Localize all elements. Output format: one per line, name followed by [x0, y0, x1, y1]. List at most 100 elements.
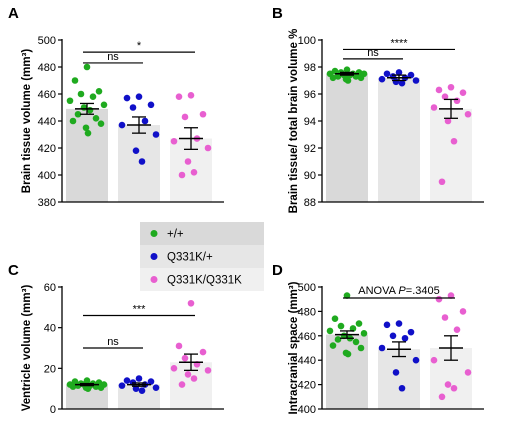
data-point — [152, 384, 160, 391]
data-point — [438, 178, 446, 186]
data-point — [89, 93, 97, 100]
y-tick-label: 400 — [298, 404, 316, 416]
data-point — [69, 117, 77, 125]
data-point — [453, 97, 461, 105]
data-point — [135, 375, 143, 382]
data-point — [334, 73, 342, 80]
data-point — [450, 137, 458, 145]
y-tick-label: 92 — [304, 143, 316, 155]
y-tick-label: 420 — [298, 380, 316, 392]
data-point — [389, 332, 397, 340]
significance-label: ns — [107, 336, 119, 348]
data-point — [450, 384, 458, 392]
panel-letter: C — [8, 262, 19, 279]
data-point — [123, 377, 131, 384]
y-tick-label: 400 — [38, 170, 56, 182]
bar — [326, 73, 368, 202]
data-point — [92, 115, 100, 122]
data-point — [395, 320, 403, 327]
data-point — [392, 369, 400, 376]
data-point — [170, 137, 178, 145]
data-point — [355, 320, 363, 327]
y-tick-label: 440 — [298, 355, 316, 367]
y-tick-label: 0 — [50, 404, 56, 416]
significance-label: **** — [390, 37, 408, 49]
y-tick-label: 40 — [44, 323, 56, 335]
legend-label: Q331K/+ — [167, 252, 213, 264]
data-point — [138, 158, 146, 165]
data-point — [349, 325, 357, 332]
data-point — [441, 93, 449, 100]
data-point — [464, 369, 472, 376]
data-point — [147, 101, 155, 109]
significance-label: *** — [133, 303, 147, 315]
data-point — [178, 381, 186, 388]
data-point — [412, 356, 420, 364]
data-point — [401, 334, 409, 342]
data-point — [175, 342, 183, 350]
data-point — [118, 121, 126, 129]
data-point — [95, 88, 103, 95]
legend-marker — [150, 276, 158, 283]
data-point — [129, 104, 137, 111]
data-point — [187, 299, 195, 307]
data-point — [459, 89, 467, 96]
data-point — [344, 77, 352, 84]
anova-value: =.3405 — [406, 285, 440, 297]
data-point — [344, 350, 352, 358]
y-axis-label: Intracranial space (mm³) — [288, 281, 300, 414]
data-point — [444, 117, 452, 125]
data-point — [334, 336, 342, 343]
legend-label: +/+ — [167, 229, 184, 241]
panel-B: B Brain tissue/ total brain volume % 88 90 9… — [272, 5, 484, 213]
data-point — [459, 308, 467, 315]
data-point — [199, 348, 207, 356]
y-tick-label: 94 — [304, 116, 316, 128]
data-point — [80, 104, 88, 111]
data-point — [352, 73, 360, 80]
data-point — [69, 383, 77, 390]
anova-p: P — [398, 285, 406, 297]
y-tick-label: 380 — [38, 197, 56, 209]
data-point — [383, 70, 391, 78]
data-point — [378, 344, 386, 352]
data-point — [190, 375, 198, 382]
data-point — [352, 338, 360, 346]
data-point — [407, 71, 415, 79]
panel-A: A Brain tissue volume (mm³) 380 400 420 440 46… — [8, 5, 224, 209]
data-point — [435, 86, 443, 94]
anova-label: ANOVA P=.3405 — [358, 285, 439, 297]
data-point — [412, 77, 420, 84]
data-point — [392, 78, 400, 86]
data-point — [178, 171, 186, 179]
data-point — [83, 63, 91, 71]
legend-row — [140, 222, 264, 245]
y-tick-label: 500 — [298, 282, 316, 294]
data-point — [326, 327, 334, 335]
data-point — [190, 169, 198, 176]
data-point — [357, 344, 365, 352]
data-point — [84, 385, 92, 392]
data-point — [430, 104, 438, 111]
data-point — [147, 378, 155, 385]
significance-label: ns — [367, 47, 379, 59]
legend: +/+ Q331K/+ Q331K/Q331K — [140, 222, 264, 291]
data-point — [97, 120, 105, 127]
y-tick-label: 480 — [298, 306, 316, 318]
data-point — [118, 382, 126, 389]
legend-marker — [150, 253, 158, 260]
data-point — [464, 110, 472, 118]
y-tick-label: 60 — [44, 282, 56, 294]
bar — [378, 77, 420, 202]
data-point — [331, 315, 339, 323]
bar — [118, 125, 160, 202]
anova-prefix: ANOVA — [358, 285, 398, 297]
data-point — [453, 326, 461, 334]
data-point — [135, 93, 143, 100]
y-tick-label: 90 — [304, 170, 316, 182]
data-point — [343, 292, 351, 299]
data-point — [360, 330, 368, 337]
data-point — [398, 384, 406, 392]
data-point — [430, 356, 438, 364]
